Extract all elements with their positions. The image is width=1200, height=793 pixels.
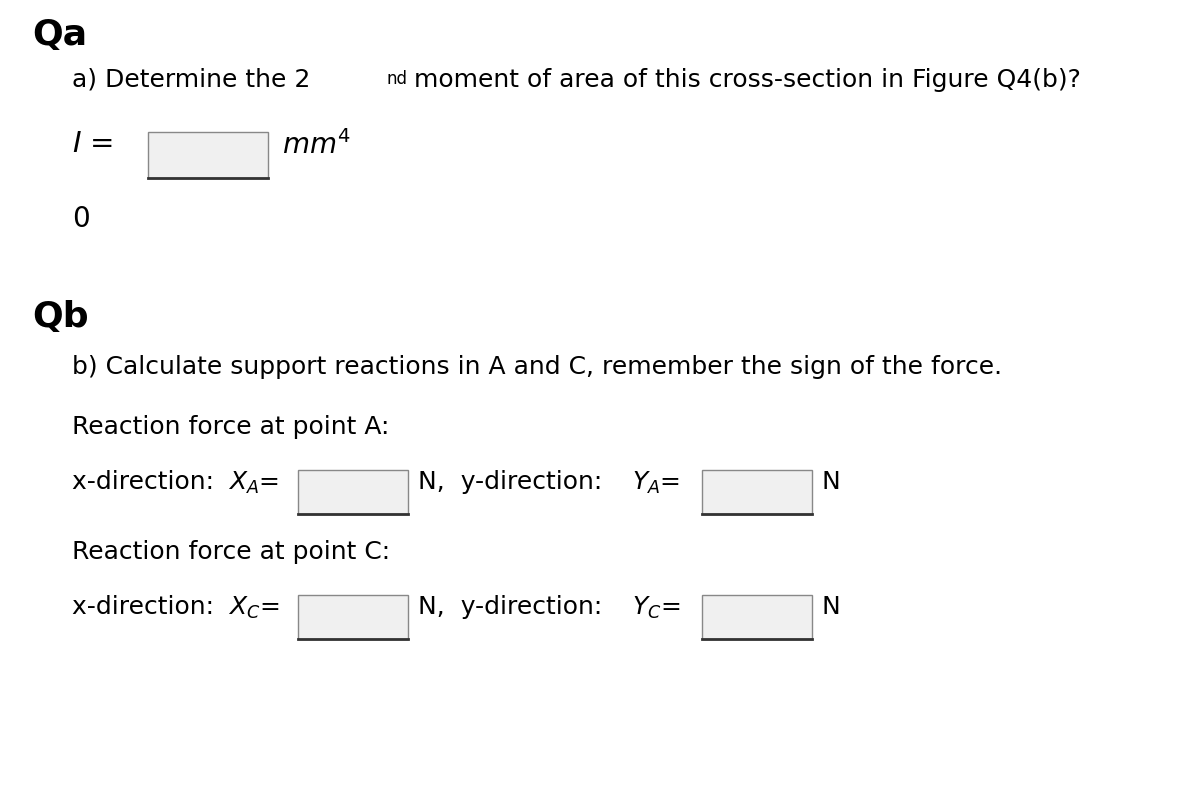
Text: x-direction:: x-direction: [72,470,222,494]
Text: $\mathit{Y}_C$=: $\mathit{Y}_C$= [632,595,680,621]
Text: $\mathit{X}_A$=: $\mathit{X}_A$= [228,470,280,496]
Text: N,  y-direction:: N, y-direction: [418,470,611,494]
Text: moment of area of this cross-section in Figure Q4(b)?: moment of area of this cross-section in … [406,68,1081,92]
FancyBboxPatch shape [298,470,408,514]
Text: b) Calculate support reactions in A and C, remember the sign of the force.: b) Calculate support reactions in A and … [72,355,1002,379]
Text: $\mathit{I}$ =: $\mathit{I}$ = [72,130,113,158]
Text: N: N [822,470,841,494]
FancyBboxPatch shape [702,470,812,514]
Text: Reaction force at point A:: Reaction force at point A: [72,415,389,439]
Text: $\mathit{0}$: $\mathit{0}$ [72,205,90,233]
FancyBboxPatch shape [298,595,408,639]
FancyBboxPatch shape [148,132,268,178]
Text: a) Determine the 2: a) Determine the 2 [72,68,311,92]
Text: Qa: Qa [32,18,88,52]
Text: x-direction:: x-direction: [72,595,222,619]
Text: N,  y-direction:: N, y-direction: [418,595,611,619]
Text: $\mathit{mm}^4$: $\mathit{mm}^4$ [282,130,350,160]
FancyBboxPatch shape [702,595,812,639]
Text: N: N [822,595,841,619]
Text: $\mathit{Y}_A$=: $\mathit{Y}_A$= [632,470,680,496]
Text: nd: nd [386,70,407,88]
Text: Qb: Qb [32,300,89,334]
Text: $\mathit{X}_C$=: $\mathit{X}_C$= [228,595,280,621]
Text: Reaction force at point C:: Reaction force at point C: [72,540,390,564]
